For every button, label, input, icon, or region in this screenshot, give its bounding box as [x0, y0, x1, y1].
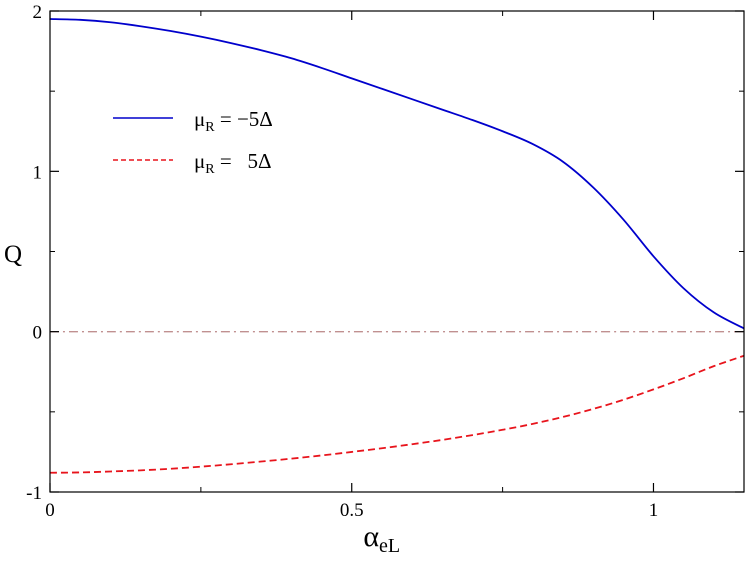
legend-mu-subscript: R	[205, 120, 215, 135]
series-line-dashed	[49, 354, 745, 474]
series-layer	[49, 18, 745, 474]
legend-label-mu-minus: μR = −5Δ	[194, 107, 273, 135]
x-tick-label: 0.5	[340, 500, 364, 521]
legend-label-mu-plus: μR = 5Δ	[194, 149, 271, 177]
legend-mu-symbol: μ	[194, 149, 205, 173]
plot-frame	[49, 10, 745, 493]
x-tick-label: 1	[649, 500, 659, 521]
legend-value: = 5Δ	[215, 149, 272, 173]
y-tick-label: 2	[33, 2, 43, 23]
y-tick-label: 0	[33, 323, 43, 344]
y-tick-label: -1	[26, 483, 42, 504]
y-tick-label: 1	[33, 162, 43, 183]
x-axis-label-symbol: α	[363, 520, 379, 553]
x-tick-label: 0	[45, 500, 55, 521]
series-line-solid	[49, 18, 745, 330]
x-axis-label-subscript: eL	[379, 535, 400, 556]
legend-mu-symbol: μ	[194, 107, 205, 131]
legend-value: = −5Δ	[215, 107, 273, 131]
legend: μR = −5Δ μR = 5Δ	[113, 107, 273, 177]
legend-mu-subscript: R	[205, 162, 215, 177]
y-axis-label: Q	[4, 241, 22, 268]
x-axis-label: αeL	[363, 520, 400, 556]
